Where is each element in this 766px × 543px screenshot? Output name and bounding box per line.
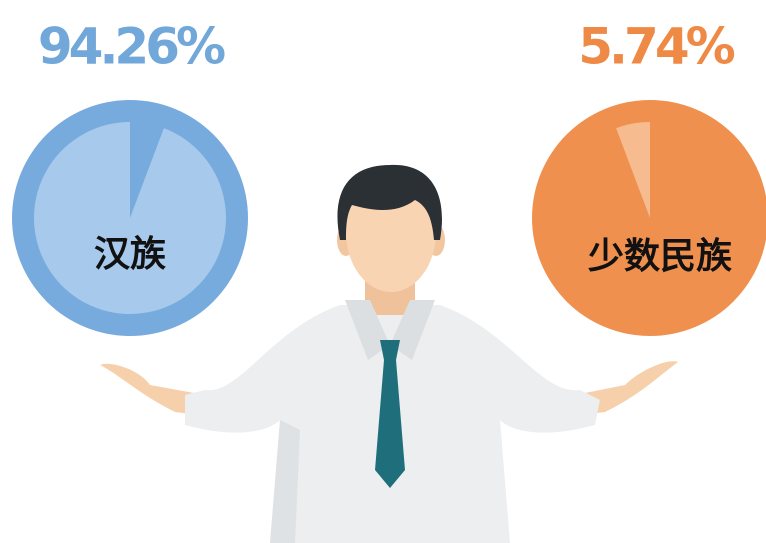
left-hand [100,363,205,415]
shirt-shade [270,420,300,543]
person [100,164,678,543]
collar-left [345,300,390,360]
pie-sector [616,122,650,218]
value-label: 5.74% [578,18,734,76]
value-label: 94.26% [38,18,225,76]
sectors [34,122,650,315]
tie [375,340,405,488]
right-hand [575,361,678,415]
category-label: 少数民族 [588,236,732,277]
collar-right [390,300,435,360]
category-label: 汉族 [94,234,166,275]
pie-sector [34,122,227,315]
right-circle [532,100,766,336]
hair [337,164,442,240]
